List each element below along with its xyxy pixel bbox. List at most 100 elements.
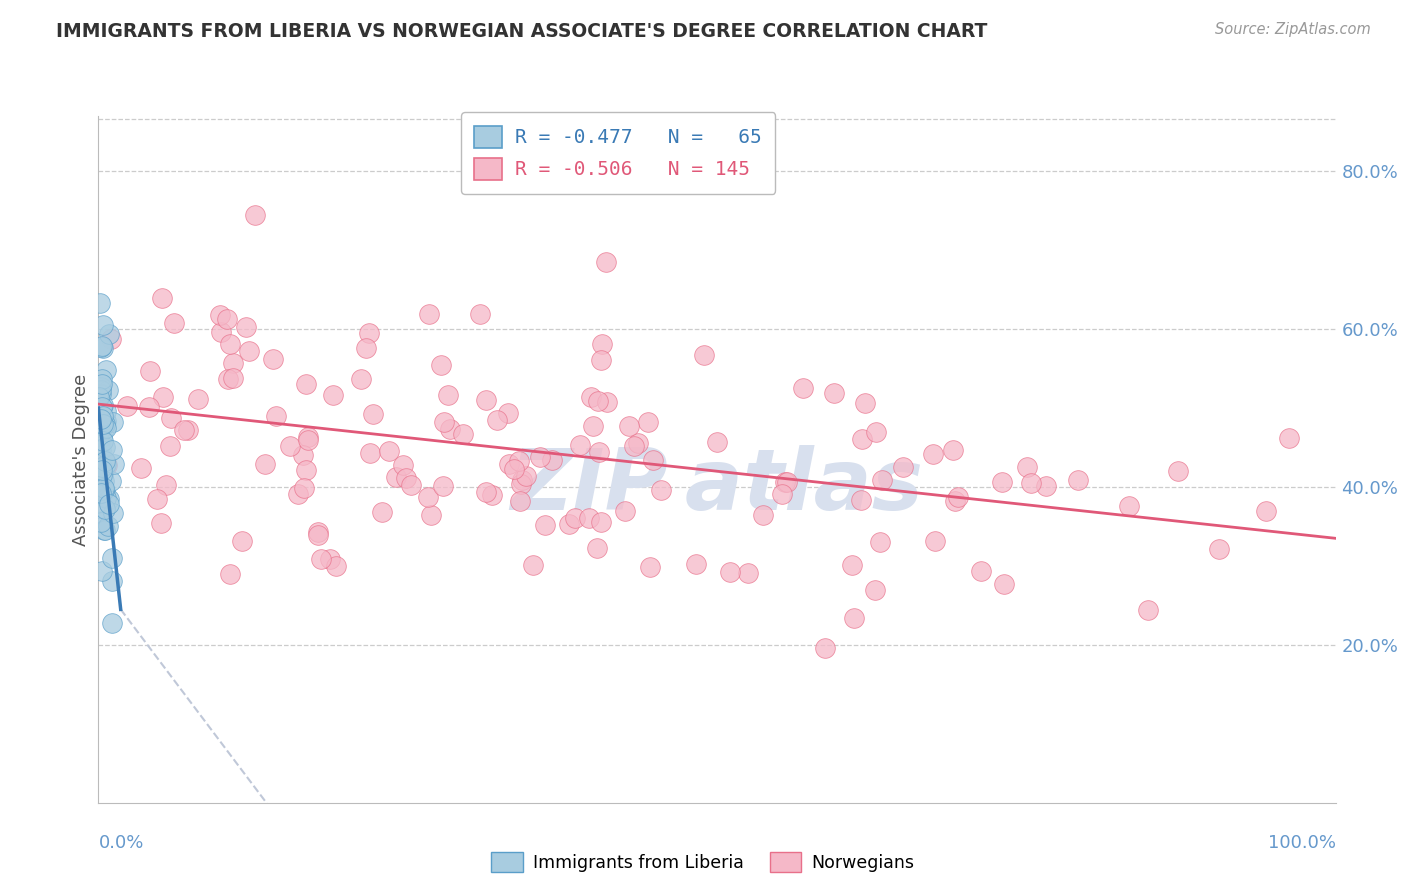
Point bbox=[638, 559, 661, 574]
Point bbox=[159, 410, 181, 425]
Point bbox=[162, 316, 184, 330]
Point bbox=[581, 390, 603, 404]
Point bbox=[359, 445, 381, 459]
Point bbox=[361, 407, 384, 421]
Point bbox=[692, 348, 714, 362]
Point bbox=[93, 474, 115, 488]
Point bbox=[865, 425, 887, 439]
Point bbox=[89, 296, 111, 310]
Point bbox=[533, 517, 555, 532]
Point bbox=[150, 291, 173, 305]
Point bbox=[115, 399, 138, 413]
Point bbox=[101, 442, 124, 457]
Point bbox=[292, 448, 315, 462]
Point bbox=[222, 370, 245, 384]
Point bbox=[617, 418, 640, 433]
Point bbox=[262, 351, 284, 366]
Point bbox=[89, 390, 111, 404]
Point bbox=[350, 372, 373, 386]
Point bbox=[91, 564, 114, 578]
Point bbox=[418, 307, 440, 321]
Point bbox=[643, 453, 665, 467]
Point bbox=[90, 468, 112, 483]
Point bbox=[97, 326, 120, 341]
Point bbox=[706, 435, 728, 450]
Point bbox=[392, 458, 415, 473]
Point bbox=[436, 388, 458, 402]
Point bbox=[319, 551, 342, 566]
Point bbox=[93, 481, 115, 495]
Point bbox=[100, 551, 122, 566]
Point bbox=[90, 340, 112, 354]
Point bbox=[569, 438, 592, 452]
Point bbox=[90, 387, 112, 401]
Point bbox=[215, 312, 238, 326]
Point bbox=[94, 440, 117, 454]
Point bbox=[737, 566, 759, 580]
Point bbox=[93, 454, 115, 468]
Point bbox=[1067, 473, 1090, 487]
Point bbox=[93, 467, 115, 481]
Point bbox=[637, 415, 659, 429]
Point bbox=[177, 423, 200, 437]
Point bbox=[432, 479, 454, 493]
Point bbox=[993, 577, 1015, 591]
Point bbox=[357, 326, 380, 340]
Point bbox=[685, 557, 707, 571]
Point bbox=[264, 409, 287, 423]
Text: 0.0%: 0.0% bbox=[98, 834, 143, 852]
Point bbox=[354, 341, 377, 355]
Point bbox=[91, 430, 114, 444]
Point bbox=[90, 442, 112, 457]
Point bbox=[243, 208, 266, 222]
Point bbox=[91, 409, 114, 423]
Y-axis label: Associate's Degree: Associate's Degree bbox=[72, 373, 90, 546]
Point bbox=[90, 479, 112, 493]
Point bbox=[155, 478, 177, 492]
Point bbox=[96, 363, 118, 377]
Point bbox=[103, 415, 125, 429]
Point bbox=[307, 528, 329, 542]
Point bbox=[891, 459, 914, 474]
Point bbox=[90, 514, 112, 528]
Point bbox=[946, 490, 969, 504]
Point bbox=[96, 458, 118, 472]
Point bbox=[752, 508, 775, 522]
Point bbox=[90, 400, 112, 414]
Point bbox=[90, 515, 112, 529]
Point bbox=[481, 488, 503, 502]
Text: ZIP atlas: ZIP atlas bbox=[510, 445, 924, 528]
Point bbox=[869, 535, 891, 549]
Point bbox=[486, 413, 509, 427]
Point bbox=[93, 422, 115, 436]
Point bbox=[253, 457, 276, 471]
Point bbox=[378, 444, 401, 458]
Point bbox=[439, 422, 461, 436]
Point bbox=[101, 506, 124, 520]
Point bbox=[853, 396, 876, 410]
Point bbox=[295, 463, 318, 477]
Point bbox=[863, 582, 886, 597]
Point bbox=[219, 567, 242, 582]
Point bbox=[776, 475, 799, 489]
Point bbox=[307, 524, 329, 539]
Point bbox=[100, 332, 122, 346]
Point bbox=[451, 426, 474, 441]
Point bbox=[498, 406, 520, 420]
Point bbox=[89, 483, 111, 498]
Point bbox=[924, 533, 946, 548]
Point bbox=[420, 508, 443, 522]
Point bbox=[474, 392, 496, 407]
Point bbox=[278, 439, 301, 453]
Point bbox=[718, 565, 741, 579]
Point bbox=[823, 385, 845, 400]
Text: Source: ZipAtlas.com: Source: ZipAtlas.com bbox=[1215, 22, 1371, 37]
Point bbox=[89, 423, 111, 437]
Point bbox=[96, 519, 118, 533]
Point bbox=[292, 482, 315, 496]
Point bbox=[93, 502, 115, 516]
Text: 100.0%: 100.0% bbox=[1268, 834, 1336, 852]
Point bbox=[93, 341, 115, 355]
Point bbox=[395, 471, 418, 485]
Point bbox=[1136, 602, 1159, 616]
